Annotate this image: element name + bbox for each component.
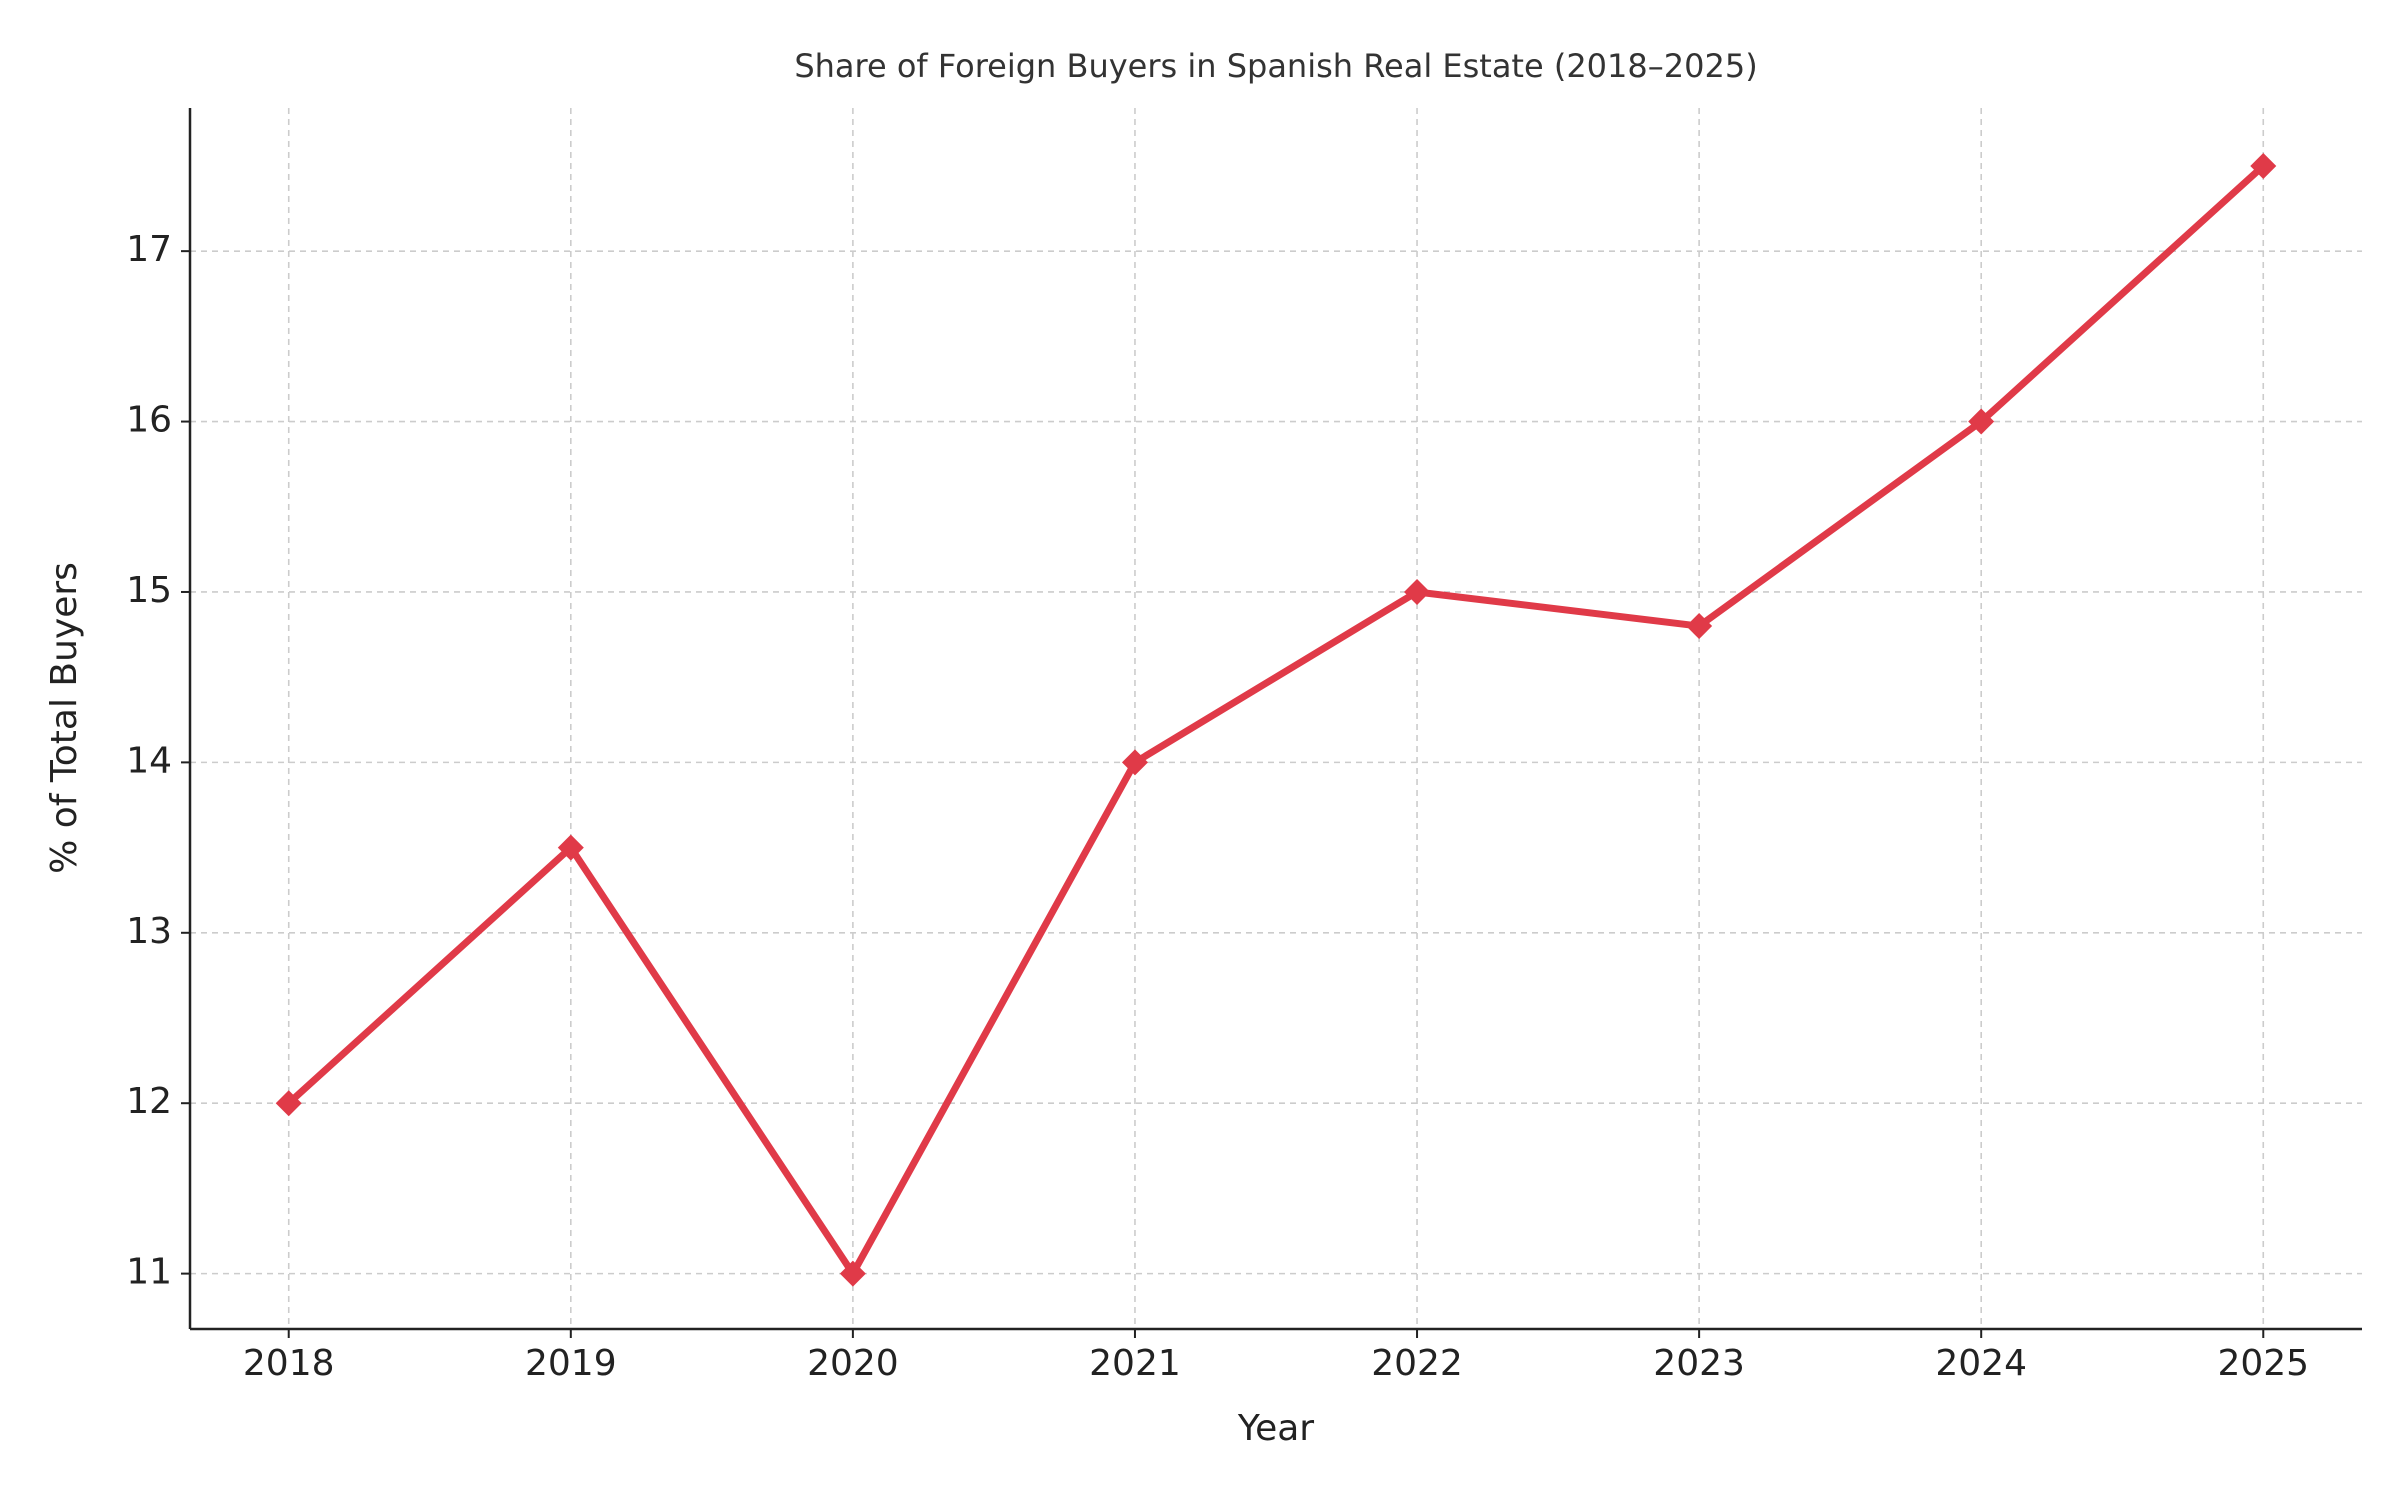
data-point <box>2250 152 2277 179</box>
data-point <box>839 1260 866 1287</box>
x-tick-label: 2020 <box>807 1343 899 1384</box>
y-axis-label: % of Total Buyers <box>44 562 85 874</box>
x-tick-label: 2024 <box>1935 1343 2027 1384</box>
x-tick-label: 2019 <box>525 1343 617 1384</box>
x-tick-label: 2022 <box>1371 1343 1463 1384</box>
x-axis-label: Year <box>1237 1408 1314 1449</box>
data-point <box>275 1090 302 1117</box>
y-tick-label: 11 <box>126 1252 172 1293</box>
x-tick-label: 2023 <box>1653 1343 1745 1384</box>
y-tick-label: 12 <box>126 1081 172 1122</box>
x-tick-label: 2025 <box>2217 1343 2309 1384</box>
y-tick-label: 17 <box>126 229 172 270</box>
x-tick-label: 2021 <box>1089 1343 1181 1384</box>
data-point <box>1121 749 1148 776</box>
data-point <box>557 834 584 861</box>
x-tick-label: 2018 <box>243 1343 335 1384</box>
y-tick-label: 14 <box>126 740 172 781</box>
data-point <box>1404 578 1431 605</box>
y-tick-label: 13 <box>126 911 172 952</box>
y-tick-label: 16 <box>126 400 172 441</box>
chart-title: Share of Foreign Buyers in Spanish Real … <box>794 47 1757 85</box>
data-point <box>1968 408 1995 435</box>
data-point <box>1686 613 1713 640</box>
data-line <box>286 163 2266 1278</box>
y-tick-label: 15 <box>126 570 172 611</box>
